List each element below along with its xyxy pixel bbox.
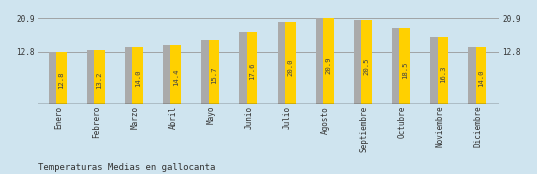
Bar [278, 22, 292, 104]
Bar [201, 40, 216, 104]
Bar [361, 20, 372, 104]
Bar [392, 28, 407, 104]
Text: 13.2: 13.2 [97, 71, 103, 89]
Bar [125, 47, 140, 104]
Bar [316, 18, 330, 104]
Bar [240, 32, 254, 104]
Bar [323, 18, 334, 104]
Text: 17.6: 17.6 [249, 63, 255, 80]
Text: 18.5: 18.5 [402, 61, 408, 79]
Bar [400, 28, 410, 104]
Bar [354, 20, 368, 104]
Bar [246, 32, 257, 104]
Text: 12.8: 12.8 [58, 72, 64, 89]
Bar [430, 37, 445, 104]
Text: 20.9: 20.9 [325, 57, 331, 74]
Bar [208, 40, 219, 104]
Text: Temperaturas Medias en gallocanta: Temperaturas Medias en gallocanta [38, 163, 215, 172]
Text: 14.0: 14.0 [478, 70, 484, 87]
Bar [132, 47, 143, 104]
Bar [170, 45, 181, 104]
Bar [438, 37, 448, 104]
Text: 20.5: 20.5 [364, 58, 369, 75]
Bar [87, 50, 101, 104]
Bar [49, 52, 63, 104]
Text: 14.0: 14.0 [135, 70, 141, 87]
Bar [476, 47, 487, 104]
Text: 16.3: 16.3 [440, 65, 446, 83]
Text: 14.4: 14.4 [173, 69, 179, 86]
Text: 15.7: 15.7 [211, 66, 217, 84]
Bar [285, 22, 295, 104]
Bar [94, 50, 105, 104]
Text: 20.0: 20.0 [287, 58, 293, 76]
Bar [56, 52, 67, 104]
Bar [163, 45, 178, 104]
Bar [468, 47, 483, 104]
